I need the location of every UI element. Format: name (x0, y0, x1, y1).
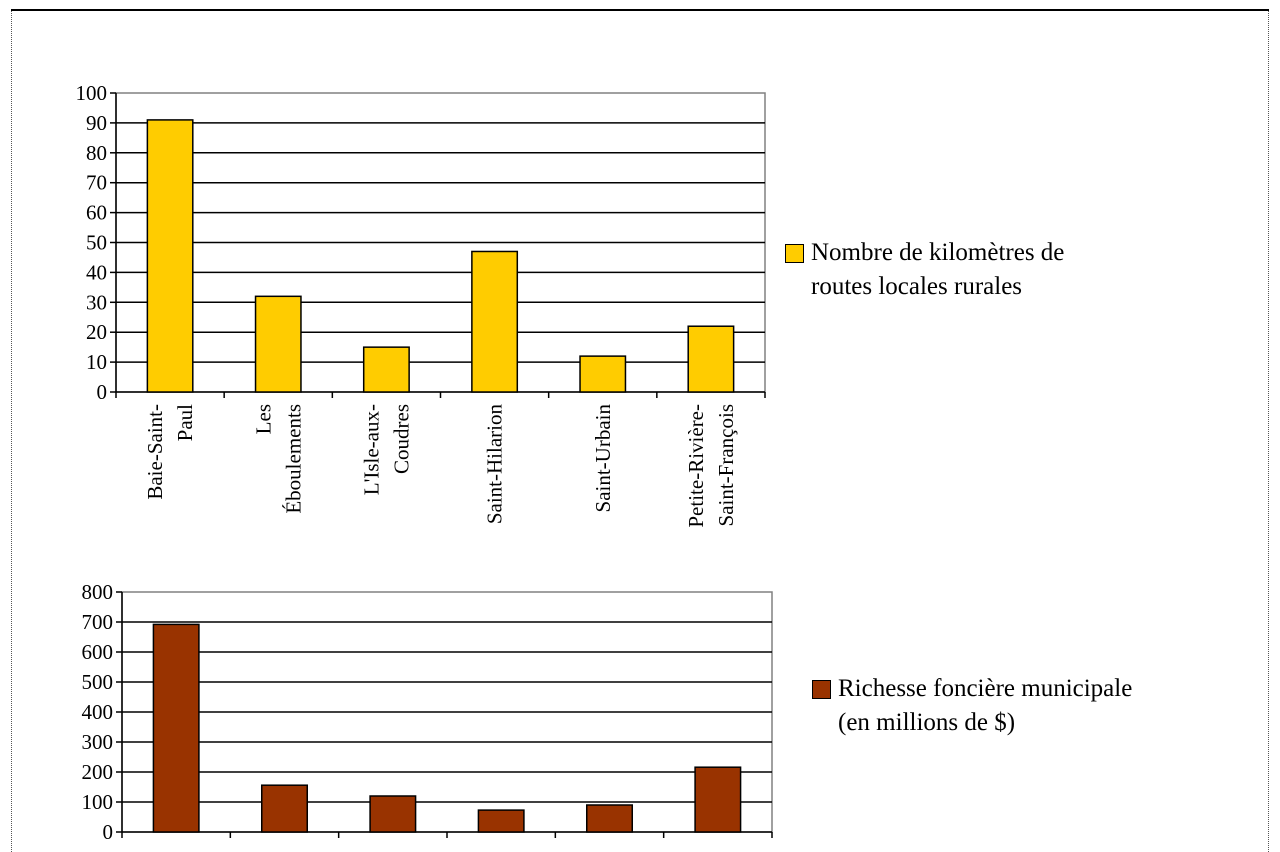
bar-2 (369, 795, 417, 833)
x-category-label: Les Éboulements (251, 404, 305, 514)
x-category-label-line: Coudres (389, 404, 413, 474)
x-category-label-line: Saint-Hilarion (483, 404, 507, 525)
bar-5 (687, 325, 735, 393)
bar-0 (146, 119, 194, 393)
x-category-label: Saint-Urbain (591, 404, 615, 513)
y-tick-label: 100 (82, 790, 114, 814)
bar-2 (362, 346, 410, 393)
x-category-label: Petite-Rivière- Saint-François (684, 404, 738, 528)
y-tick-label: 100 (76, 81, 108, 105)
x-category-label-line: Éboulements (281, 404, 305, 514)
bar-4 (579, 355, 627, 393)
bar-1 (261, 784, 308, 833)
y-tick-label: 90 (86, 111, 107, 135)
x-category-label-line: Saint-François (714, 404, 738, 526)
x-category-label-line: Les (251, 404, 275, 434)
x-category-label-line: L'Isle-aux- (359, 404, 383, 495)
bar-5 (694, 766, 742, 833)
y-tick-label: 0 (97, 380, 108, 404)
y-tick-label: 70 (86, 171, 107, 195)
legend-label-richesse: Richesse foncière municipale (en million… (838, 675, 1133, 736)
y-tick-label: 300 (82, 730, 114, 754)
legend-swatch-routes (785, 244, 804, 263)
x-category-label-line: Saint-Urbain (591, 404, 615, 513)
bar-4 (586, 804, 633, 833)
y-tick-label: 600 (82, 640, 114, 664)
y-tick-label: 40 (86, 260, 107, 284)
x-category-label-line: Petite-Rivière- (684, 404, 708, 528)
frame-right-border (1268, 11, 1269, 852)
y-tick-label: 50 (86, 231, 107, 255)
y-tick-label: 20 (86, 320, 107, 344)
legend-swatch-richesse (812, 680, 831, 699)
x-category-label-line: Baie-Saint- (143, 404, 167, 500)
y-tick-label: 0 (103, 820, 114, 844)
y-tick-label: 500 (82, 670, 114, 694)
y-tick-label: 10 (86, 350, 107, 374)
y-tick-label: 400 (82, 700, 114, 724)
y-tick-label: 60 (86, 201, 107, 225)
legend-label-routes: Nombre de kilomètres de routes locales r… (811, 239, 1065, 300)
bar-3 (471, 250, 519, 393)
bar-1 (254, 295, 302, 393)
frame-left-border (11, 11, 12, 852)
y-tick-label: 800 (82, 580, 114, 604)
x-category-label-line: Paul (173, 404, 197, 442)
x-category-label: Baie-Saint- Paul (143, 404, 197, 500)
bar-3 (477, 809, 525, 833)
y-tick-label: 200 (82, 760, 114, 784)
x-category-label: Saint-Hilarion (483, 404, 507, 525)
y-tick-label: 80 (86, 141, 107, 165)
y-tick-label: 30 (86, 290, 107, 314)
bar-0 (152, 623, 200, 833)
x-category-label: L'Isle-aux- Coudres (359, 404, 413, 495)
y-tick-label: 700 (82, 610, 114, 634)
frame-top-border (11, 9, 1269, 11)
